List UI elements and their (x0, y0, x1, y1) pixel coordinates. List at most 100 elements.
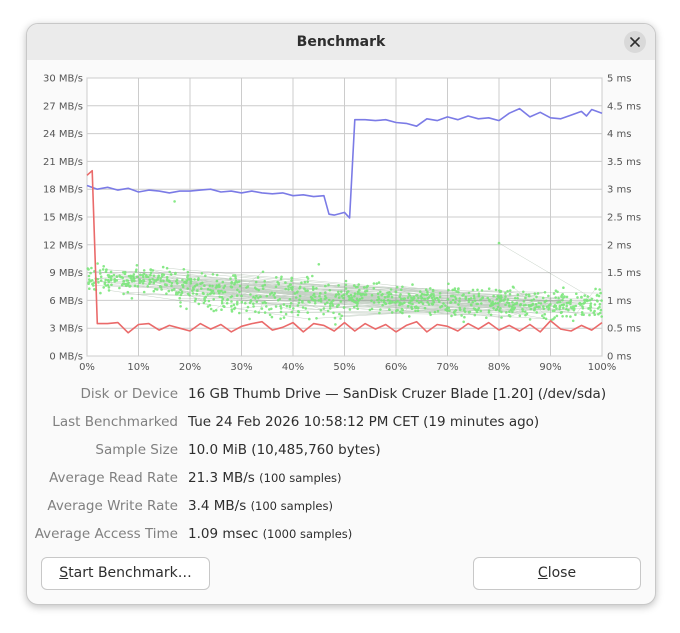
access-time-point (245, 309, 248, 312)
start-benchmark-button[interactable]: Start Benchmark… (41, 557, 210, 590)
access-time-point (97, 281, 100, 284)
access-time-point (449, 301, 452, 304)
access-time-point (552, 292, 556, 295)
access-time-point (357, 283, 361, 286)
access-time-point (185, 279, 189, 282)
access-time-point (218, 295, 221, 299)
access-time-point (488, 299, 491, 303)
access-time-point (173, 200, 176, 203)
access-time-point (279, 277, 283, 281)
access-time-point (318, 294, 321, 298)
access-time-point (383, 296, 387, 299)
access-time-point (476, 288, 479, 292)
access-time-point (395, 285, 399, 289)
access-time-point (446, 298, 450, 301)
access-time-point (499, 294, 503, 297)
access-time-point (332, 299, 335, 302)
close-button[interactable]: Close (473, 557, 641, 590)
access-time-point (226, 298, 229, 302)
info-row-last-benchmarked: Last Benchmarked Tue 24 Feb 2026 10:58:1… (27, 412, 655, 434)
access-time-point (377, 301, 381, 304)
x-tick-label: 90% (539, 362, 561, 370)
access-time-point (134, 270, 138, 273)
access-seek-line (201, 284, 265, 289)
access-time-point (145, 275, 148, 279)
access-time-point (427, 303, 431, 306)
access-time-point (146, 285, 149, 288)
access-time-point (278, 297, 282, 301)
access-time-point (328, 289, 332, 292)
access-time-point (541, 314, 544, 318)
access-time-point (221, 280, 225, 284)
access-time-point (159, 279, 163, 283)
access-time-point (257, 288, 260, 292)
access-time-point (191, 292, 195, 295)
access-time-point (279, 310, 283, 314)
access-time-point (495, 297, 499, 301)
access-time-point (174, 292, 178, 296)
access-time-point (419, 295, 423, 298)
access-time-point (263, 279, 266, 283)
access-time-point (372, 282, 376, 285)
access-time-point (110, 275, 113, 278)
access-time-point (498, 289, 501, 292)
access-time-point (494, 288, 498, 292)
access-time-point (254, 280, 258, 284)
access-time-point (193, 284, 197, 288)
access-time-point (126, 290, 130, 294)
access-time-point (497, 241, 501, 245)
access-time-point (334, 295, 337, 298)
access-time-point (230, 300, 233, 303)
access-time-point (230, 304, 233, 308)
access-time-point (399, 297, 403, 301)
access-time-point (527, 304, 531, 307)
access-time-point (233, 282, 236, 286)
write-rate-line (86, 169, 603, 334)
access-time-point (344, 283, 348, 287)
access-time-point (349, 293, 353, 297)
access-time-point (353, 292, 357, 295)
access-time-point (432, 300, 436, 304)
access-time-point (101, 268, 105, 271)
access-time-point (467, 310, 471, 314)
access-time-point (220, 308, 223, 311)
info-label: Last Benchmarked (52, 414, 178, 430)
access-time-point (223, 284, 227, 288)
access-time-point (193, 278, 196, 281)
access-time-point (592, 311, 595, 314)
access-time-point (539, 302, 543, 305)
info-row-write-rate: Average Write Rate 3.4 MB/s (100 samples… (27, 496, 655, 518)
close-window-button[interactable] (624, 31, 646, 53)
access-time-point (569, 306, 573, 309)
access-time-point (99, 291, 102, 295)
access-time-point (430, 296, 434, 300)
access-time-point (368, 308, 372, 312)
access-time-point (454, 297, 458, 300)
access-seek-line (464, 298, 475, 309)
access-time-point (562, 286, 565, 289)
access-time-point (141, 282, 145, 285)
access-time-point (489, 313, 493, 317)
access-time-point (360, 293, 363, 296)
access-time-point (170, 281, 174, 285)
access-time-point (272, 293, 275, 297)
access-time-point (126, 279, 129, 282)
access-time-point (162, 279, 165, 283)
access-time-point (513, 296, 517, 300)
access-time-point (196, 289, 199, 292)
access-time-point (533, 292, 537, 295)
access-seek-line (200, 283, 333, 304)
access-time-point (305, 275, 309, 279)
access-time-point (588, 313, 591, 317)
access-seek-line (201, 288, 352, 296)
access-time-point (270, 307, 273, 311)
access-time-point (268, 313, 272, 317)
access-time-point (389, 292, 393, 296)
access-time-point (500, 316, 503, 319)
access-time-point (290, 310, 294, 314)
access-time-point (521, 307, 524, 311)
access-time-point (273, 292, 276, 295)
access-time-point (107, 280, 111, 284)
access-time-point (438, 292, 442, 295)
access-time-point (106, 283, 110, 287)
